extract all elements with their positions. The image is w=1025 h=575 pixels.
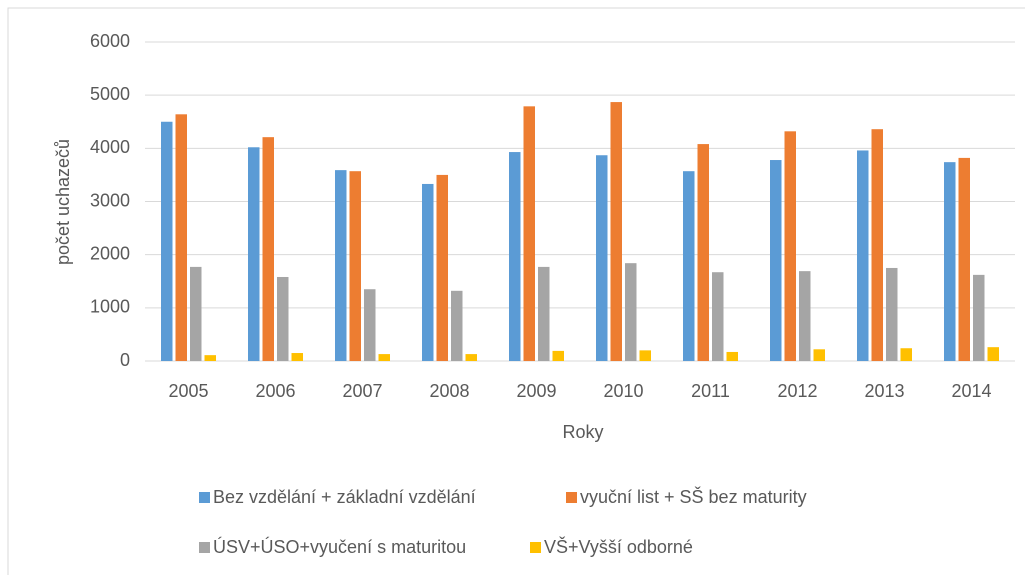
bar	[552, 350, 564, 361]
bar	[973, 274, 985, 361]
y-tick-label: 4000	[90, 137, 130, 157]
bar	[712, 272, 724, 361]
bar	[538, 266, 550, 361]
bar	[335, 170, 347, 361]
legend-swatch	[199, 492, 210, 503]
x-tick-label: 2007	[342, 381, 382, 401]
bar	[900, 348, 912, 361]
bar	[349, 171, 361, 361]
legend-label: vyuční list + SŠ bez maturity	[580, 486, 807, 507]
x-tick-label: 2008	[429, 381, 469, 401]
bar	[958, 157, 970, 361]
bar	[465, 354, 477, 361]
x-tick-label: 2012	[777, 381, 817, 401]
x-tick-label: 2014	[951, 381, 991, 401]
x-axis-title: Roky	[562, 422, 603, 442]
bar	[813, 349, 825, 361]
bar	[987, 347, 999, 361]
bar	[204, 355, 216, 361]
bar	[726, 351, 738, 361]
bar	[175, 114, 187, 361]
bar	[190, 266, 202, 361]
y-tick-label: 5000	[90, 84, 130, 104]
legend-label: Bez vzdělání + základní vzdělání	[213, 487, 476, 507]
bar	[770, 160, 782, 361]
bar	[523, 106, 535, 361]
bar	[451, 290, 463, 361]
bar	[509, 152, 521, 361]
y-tick-label: 0	[120, 350, 130, 370]
bar	[944, 162, 956, 361]
x-tick-label: 2009	[516, 381, 556, 401]
bar	[378, 354, 390, 361]
legend-label: VŠ+Vyšší odborné	[544, 536, 693, 557]
bar	[436, 174, 448, 361]
bar	[886, 267, 898, 361]
bar	[784, 131, 796, 361]
bar	[596, 155, 608, 361]
bar	[683, 171, 695, 361]
x-tick-label: 2011	[691, 381, 730, 401]
bar	[248, 147, 260, 361]
x-tick-label: 2006	[255, 381, 295, 401]
bar	[291, 353, 303, 361]
bar	[364, 289, 376, 361]
bar	[639, 350, 651, 361]
bar	[262, 137, 274, 361]
bar	[697, 144, 709, 361]
y-tick-label: 6000	[90, 31, 130, 51]
x-tick-label: 2013	[864, 381, 904, 401]
bar	[610, 102, 622, 361]
legend-swatch	[199, 542, 210, 553]
legend-swatch	[530, 542, 541, 553]
bar	[161, 121, 173, 361]
y-tick-label: 2000	[90, 243, 130, 263]
bar	[625, 263, 637, 361]
bar	[857, 150, 869, 361]
x-tick-label: 2005	[168, 381, 208, 401]
x-tick-label: 2010	[603, 381, 643, 401]
bar	[277, 276, 289, 361]
y-tick-label: 3000	[90, 190, 130, 210]
y-tick-label: 1000	[90, 297, 130, 317]
bar	[799, 271, 811, 361]
y-axis-title: počet uchazečů	[53, 139, 73, 265]
bar	[422, 183, 434, 361]
bar	[871, 129, 883, 361]
legend-label: ÚSV+ÚSO+vyučení s maturitou	[213, 536, 466, 557]
legend-swatch	[566, 492, 577, 503]
chart-frame	[7, 7, 1025, 575]
